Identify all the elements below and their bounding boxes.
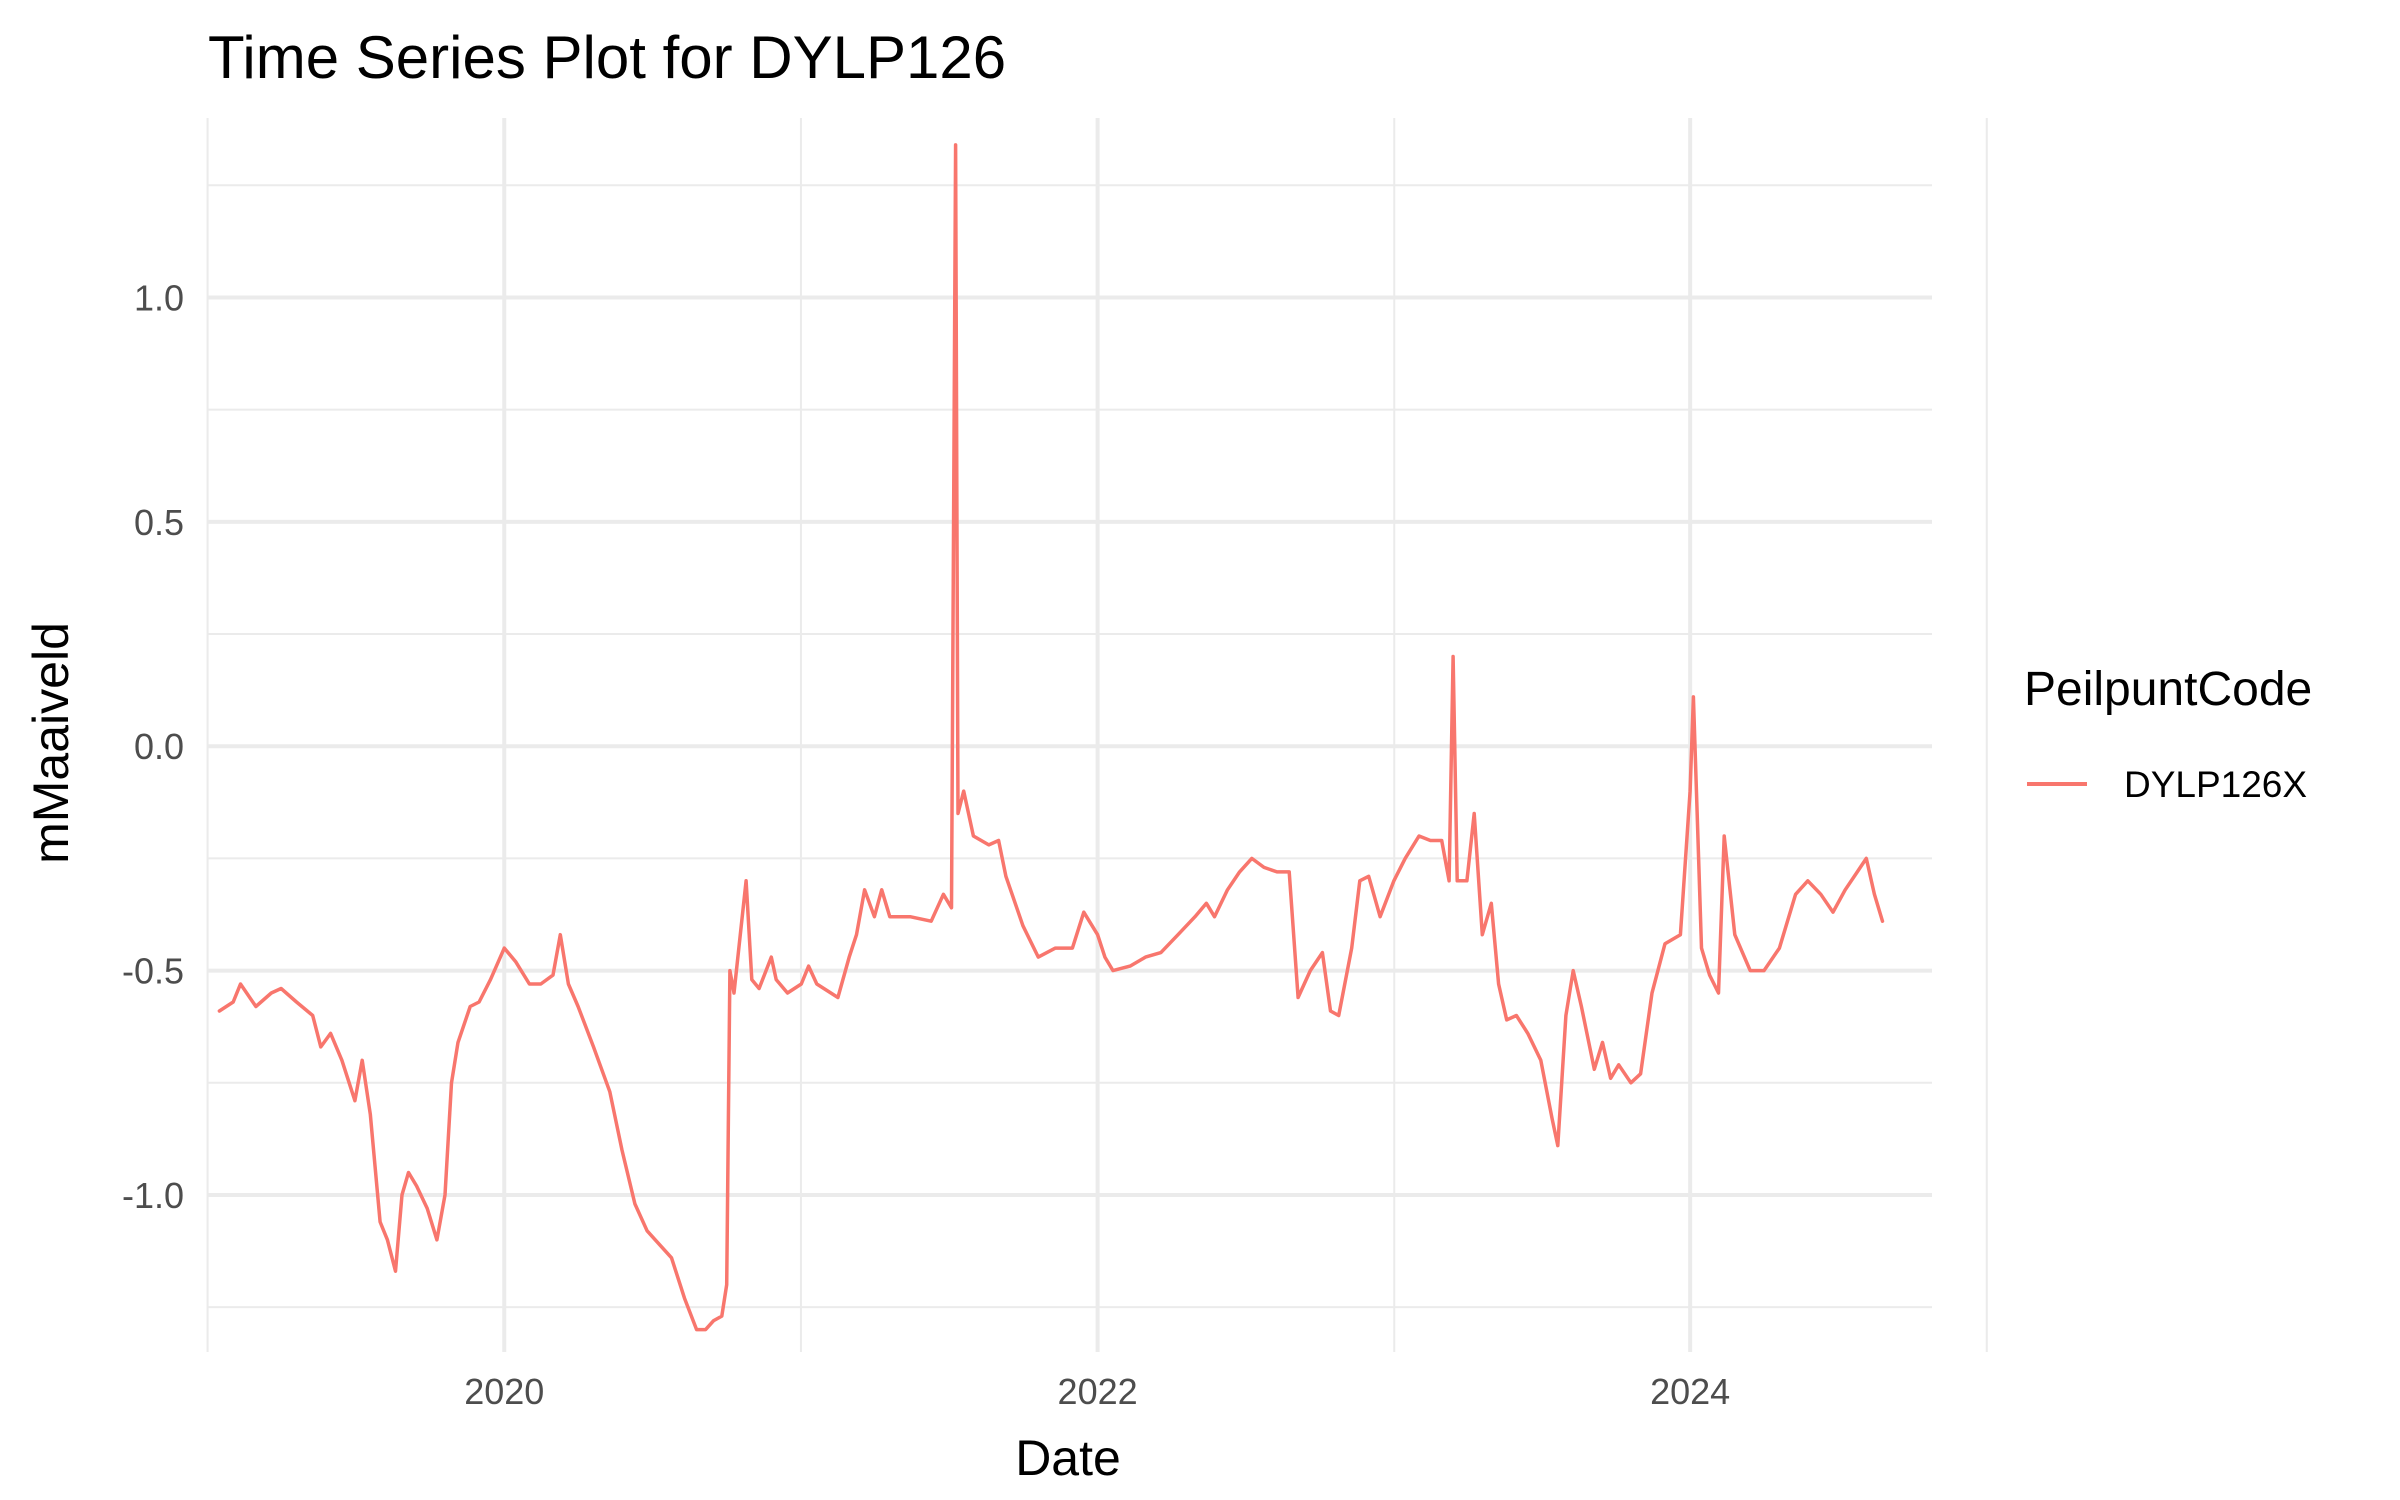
x-axis-tick-labels: 2020 2022 2024 (464, 1371, 1730, 1412)
y-tick-label: 0.0 (134, 726, 184, 767)
legend: PeilpuntCode DYLP126X (2024, 663, 2312, 805)
x-tick-label: 2020 (464, 1371, 544, 1412)
x-tick-label: 2024 (1650, 1371, 1730, 1412)
legend-title: PeilpuntCode (2024, 663, 2312, 716)
y-tick-label: 0.5 (134, 502, 184, 543)
chart-title: Time Series Plot for DYLP126 (208, 24, 1006, 91)
y-tick-label: 1.0 (134, 277, 184, 318)
x-tick-label: 2022 (1058, 1371, 1138, 1412)
x-axis-title: Date (1015, 1430, 1121, 1486)
y-tick-label: -0.5 (122, 951, 184, 992)
plot-grid (206, 118, 1988, 1352)
y-axis-tick-labels: 1.0 0.5 0.0 -0.5 -1.0 (122, 277, 184, 1215)
y-axis-title: mMaaiveld (23, 622, 79, 864)
y-tick-label: -1.0 (122, 1175, 184, 1216)
series-layer (217, 143, 1885, 1332)
series-line (217, 143, 1885, 1332)
legend-item-label: DYLP126X (2124, 764, 2307, 805)
